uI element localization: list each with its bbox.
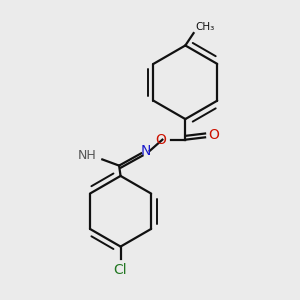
Text: N: N	[140, 144, 151, 158]
Text: CH₃: CH₃	[195, 22, 214, 32]
Text: Cl: Cl	[114, 263, 128, 278]
Text: NH: NH	[78, 149, 96, 162]
Text: O: O	[155, 133, 166, 147]
Text: O: O	[208, 128, 219, 142]
